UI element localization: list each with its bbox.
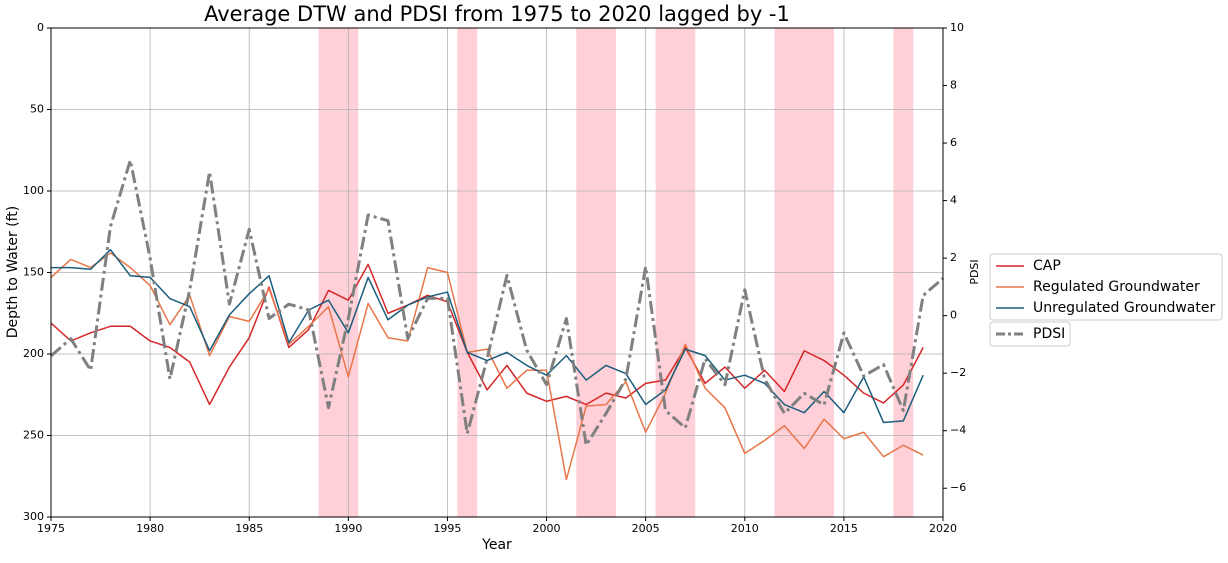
x-tick-label: 1975 [37, 522, 65, 535]
y2-tick-label: −6 [950, 481, 966, 494]
x-tick-label: 2005 [632, 522, 660, 535]
y2-tick-label: 0 [950, 309, 957, 322]
legend-label: CAP [1033, 258, 1061, 274]
legend-box [989, 321, 1071, 347]
y-tick-label: 0 [37, 21, 44, 34]
legend-label: Unregulated Groundwater [1033, 300, 1215, 316]
pdsi-line [50, 158, 944, 447]
y-tick-label: 200 [23, 347, 44, 360]
legend-label: PDSI [1033, 326, 1065, 342]
y-tick-label: 150 [23, 266, 44, 279]
y2-tick-label: −4 [950, 424, 966, 437]
y-tick-label: 50 [30, 103, 44, 116]
y-tick-label: 300 [23, 510, 44, 523]
chart-title: Average DTW and PDSI from 1975 to 2020 l… [204, 2, 790, 26]
x-tick-label: 1985 [235, 522, 263, 535]
y2-tick-label: 2 [950, 251, 957, 264]
y2-tick-label: 8 [950, 79, 957, 92]
y-tick-label: 100 [23, 184, 44, 197]
legend-label: Regulated Groundwater [1033, 279, 1200, 295]
x-tick-label: 1990 [334, 522, 362, 535]
series-line [50, 252, 924, 481]
x-axis-label: Year [481, 537, 512, 553]
x-tick-label: 1995 [433, 522, 461, 535]
y-tick-label: 250 [23, 429, 44, 442]
x-tick-label: 2000 [533, 522, 561, 535]
y2-tick-label: −2 [950, 366, 966, 379]
x-tick-label: 1980 [136, 522, 164, 535]
x-tick-label: 2015 [830, 522, 858, 535]
plot-frame [50, 27, 944, 518]
legend-box [989, 253, 1223, 321]
series-line [51, 248, 924, 424]
series-line [50, 263, 924, 406]
x-tick-label: 2020 [929, 522, 957, 535]
y2-tick-label: 4 [950, 194, 957, 207]
y-axis-label: Depth to Water (ft) [5, 206, 21, 339]
x-tick-label: 2010 [731, 522, 759, 535]
y2-tick-label: 6 [950, 136, 957, 149]
y2-tick-label: 10 [950, 21, 964, 34]
y2-axis-label: PDSI [968, 259, 981, 284]
